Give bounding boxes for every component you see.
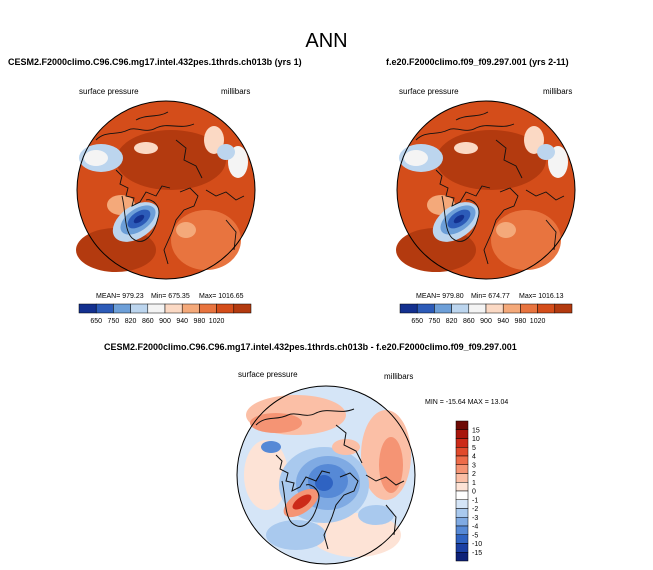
coastlines-right — [415, 111, 565, 265]
variable-label-right: surface pressure — [399, 87, 459, 96]
colorbar-swatch — [147, 303, 166, 314]
colorbar-tick-label: 750 — [108, 318, 120, 325]
colorbar-swatch — [451, 303, 470, 314]
units-label-right: millibars — [543, 87, 573, 96]
colorbar-swatch — [455, 438, 469, 448]
stats-max-right: Max= 1016.13 — [519, 293, 564, 300]
pressure-field-right — [396, 101, 575, 279]
colorbar-tick-label: 860 — [463, 318, 475, 325]
colorbar-swatch — [199, 303, 217, 314]
colorbar-tick-label: 900 — [159, 318, 171, 325]
colorbar-right: 650 750 820 860 900 940 980 1020 — [399, 303, 573, 325]
colorbar-tick-label: -10 — [472, 541, 482, 548]
colorbar-swatch — [434, 303, 452, 314]
colorbar-swatch — [455, 517, 469, 527]
colorbar-swatch — [455, 429, 469, 439]
colorbar-left: 650 750 820 860 900 940 980 1020 — [78, 303, 252, 325]
pressure-field-left — [76, 101, 255, 279]
colorbar-swatch — [95, 303, 114, 314]
colorbar-tick-label: 4 — [472, 454, 476, 461]
variable-label-left: surface pressure — [79, 87, 139, 96]
colorbar-swatch — [78, 303, 97, 314]
panel-title-left: CESM2.F2000climo.C96.C96.mg17.intel.432p… — [8, 57, 302, 67]
colorbar-tick-label: 940 — [497, 318, 509, 325]
colorbar-swatch — [455, 455, 469, 465]
colorbar-swatch — [233, 303, 252, 314]
map-panel-right — [396, 100, 576, 280]
coastlines-diff — [255, 408, 405, 550]
colorbar-tick-label: 940 — [176, 318, 188, 325]
colorbar-swatch — [455, 473, 469, 483]
stats-minmax-diff: MIN = -15.64 MAX = 13.04 — [425, 399, 509, 406]
stats-max-left: Max= 1016.65 — [199, 293, 244, 300]
units-label-diff: millibars — [384, 372, 414, 381]
colorbar-swatch — [216, 303, 235, 314]
colorbar-tick-label: 0 — [472, 489, 476, 496]
colorbar-tick-label: 650 — [411, 318, 423, 325]
colorbar-swatch — [113, 303, 131, 314]
figure-title: ANN — [305, 30, 348, 52]
colorbar-swatch — [455, 508, 469, 518]
stats-min-left: Min= 675.35 — [151, 293, 190, 300]
colorbar-swatch — [130, 303, 149, 314]
colorbar-tick-label: 900 — [480, 318, 492, 325]
colorbar-swatch — [181, 303, 200, 314]
colorbar-swatch — [455, 482, 469, 492]
colorbar-tick-label: 2 — [472, 471, 476, 478]
colorbar-tick-label: -15 — [472, 550, 482, 557]
colorbar-tick-label: -3 — [472, 515, 478, 522]
colorbar-tick-label: 5 — [472, 445, 476, 452]
colorbar-swatch — [455, 420, 469, 430]
map-panel-left — [76, 100, 256, 280]
stats-mean-left: MEAN= 979.23 — [96, 293, 144, 300]
colorbar-tick-label: 1020 — [530, 318, 546, 325]
colorbar-swatch — [455, 464, 469, 474]
colorbar-swatch — [164, 303, 183, 314]
colorbar-tick-label: 980 — [515, 318, 527, 325]
colorbar-tick-label: 15 — [472, 427, 480, 434]
colorbar-tick-label: 650 — [90, 318, 102, 325]
colorbar-tick-label: 820 — [446, 318, 458, 325]
colorbar-swatch — [399, 303, 418, 314]
colorbar-tick-label: 750 — [429, 318, 441, 325]
stats-mean-right: MEAN= 979.80 — [416, 293, 464, 300]
colorbar-swatch — [485, 303, 504, 314]
colorbar-tick-label: 1020 — [209, 318, 225, 325]
colorbar-tick-label: -5 — [472, 532, 478, 539]
panel-title-right: f.e20.F2000climo.f09_f09.297.001 (yrs 2-… — [386, 57, 569, 67]
colorbar-swatch — [520, 303, 538, 314]
colorbar-tick-label: -2 — [472, 506, 478, 513]
colorbar-tick-label: 860 — [142, 318, 154, 325]
stats-min-right: Min= 674.77 — [471, 293, 510, 300]
colorbar-tick-label: 980 — [194, 318, 206, 325]
colorbar-swatch — [455, 543, 469, 553]
colorbar-swatch — [554, 303, 573, 314]
colorbar-swatch — [455, 534, 469, 544]
coastlines-left — [95, 111, 245, 265]
colorbar-swatch — [468, 303, 487, 314]
units-label-left: millibars — [221, 87, 251, 96]
colorbar-swatch — [455, 499, 469, 509]
colorbar-tick-label: -4 — [472, 524, 478, 531]
colorbar-tick-label: -1 — [472, 497, 478, 504]
colorbar-swatch — [455, 552, 469, 562]
colorbar-tick-label: 1 — [472, 480, 476, 487]
variable-label-diff: surface pressure — [238, 370, 298, 379]
panel-title-diff: CESM2.F2000climo.C96.C96.mg17.intel.432p… — [104, 342, 517, 352]
colorbar-tick-label: 10 — [472, 436, 480, 443]
colorbar-swatch — [502, 303, 521, 314]
colorbar-swatch — [455, 525, 469, 535]
difference-field — [237, 386, 415, 564]
colorbar-tick-label: 3 — [472, 462, 476, 469]
colorbar-swatch — [455, 447, 469, 457]
colorbar-swatch — [416, 303, 435, 314]
colorbar-swatch — [537, 303, 556, 314]
colorbar-tick-label: 820 — [125, 318, 137, 325]
colorbar-swatch — [455, 490, 469, 500]
map-panel-diff — [236, 385, 416, 565]
